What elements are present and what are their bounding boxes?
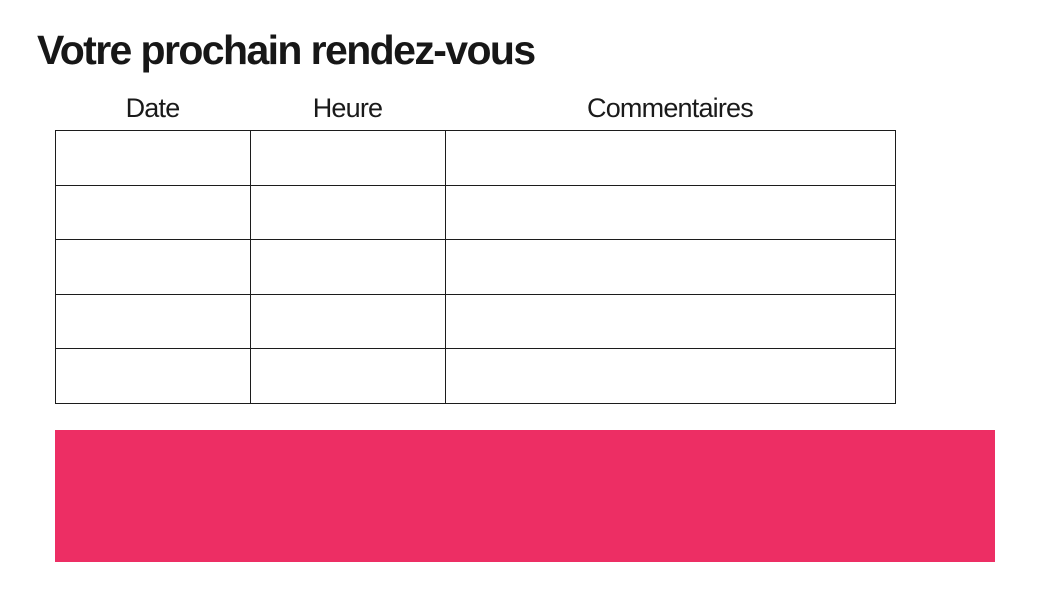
table-cell (55, 130, 251, 186)
table-cell (55, 184, 251, 241)
highlight-banner (55, 430, 995, 562)
table-cell (55, 239, 251, 295)
table-cell (250, 348, 446, 404)
column-header-date: Date (125, 93, 181, 123)
table-row (55, 130, 896, 186)
table-cell (445, 184, 896, 241)
table-row (55, 348, 896, 404)
table-row (55, 239, 896, 295)
table-row (55, 293, 896, 350)
table-cell (445, 239, 896, 295)
table-cell (250, 184, 446, 241)
table-cell (250, 293, 446, 350)
table-row (55, 184, 896, 241)
table-cell (445, 130, 896, 186)
table-cell (445, 348, 896, 404)
page-title: Votre prochain rendez-vous (37, 27, 536, 73)
table-cell (445, 293, 896, 350)
column-header-commentaires: Commentaires (587, 93, 754, 123)
column-header-heure: Heure (312, 93, 383, 123)
table-cell (250, 130, 446, 186)
table-cell (55, 293, 251, 350)
table-cell (55, 348, 251, 404)
table-header-row: Date Heure Commentaires (55, 92, 895, 124)
appointments-table-body (55, 130, 896, 404)
table-cell (250, 239, 446, 295)
appointments-table (55, 130, 896, 404)
